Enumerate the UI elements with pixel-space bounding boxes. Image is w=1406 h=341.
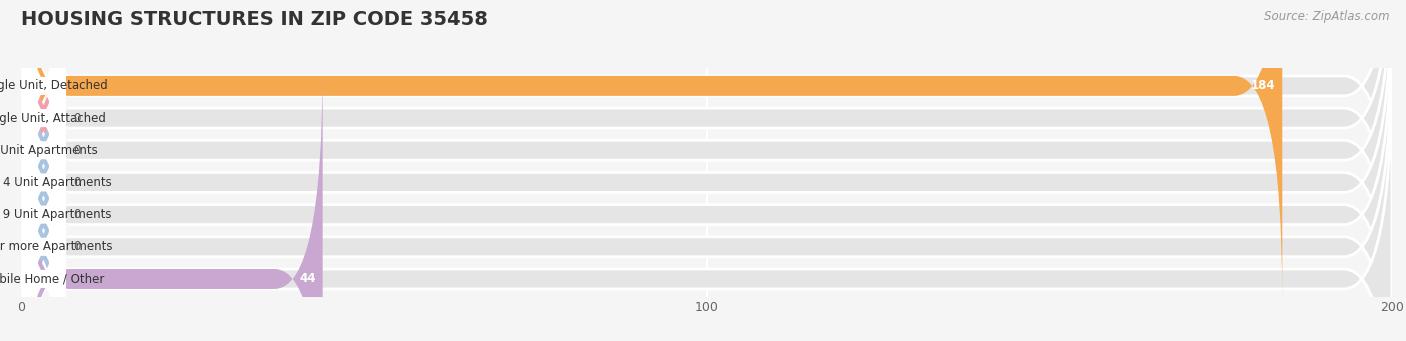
- Text: Mobile Home / Other: Mobile Home / Other: [0, 272, 104, 285]
- Text: Source: ZipAtlas.com: Source: ZipAtlas.com: [1264, 10, 1389, 23]
- Text: 0: 0: [73, 176, 80, 189]
- FancyBboxPatch shape: [21, 0, 1392, 341]
- FancyBboxPatch shape: [18, 0, 69, 341]
- FancyBboxPatch shape: [21, 0, 66, 268]
- FancyBboxPatch shape: [21, 64, 66, 341]
- FancyBboxPatch shape: [21, 0, 66, 341]
- Text: HOUSING STRUCTURES IN ZIP CODE 35458: HOUSING STRUCTURES IN ZIP CODE 35458: [21, 10, 488, 29]
- FancyBboxPatch shape: [21, 0, 1282, 301]
- Text: 0: 0: [73, 112, 80, 124]
- FancyBboxPatch shape: [21, 64, 322, 341]
- Text: 0: 0: [73, 208, 80, 221]
- FancyBboxPatch shape: [18, 0, 69, 341]
- Text: 3 or 4 Unit Apartments: 3 or 4 Unit Apartments: [0, 176, 111, 189]
- FancyBboxPatch shape: [18, 31, 69, 341]
- FancyBboxPatch shape: [21, 31, 1392, 341]
- Text: 10 or more Apartments: 10 or more Apartments: [0, 240, 112, 253]
- Text: 5 to 9 Unit Apartments: 5 to 9 Unit Apartments: [0, 208, 111, 221]
- FancyBboxPatch shape: [21, 32, 66, 341]
- FancyBboxPatch shape: [21, 0, 1392, 341]
- FancyBboxPatch shape: [18, 0, 69, 333]
- FancyBboxPatch shape: [21, 97, 66, 341]
- FancyBboxPatch shape: [21, 0, 1392, 333]
- Text: Single Unit, Attached: Single Unit, Attached: [0, 112, 105, 124]
- FancyBboxPatch shape: [21, 0, 66, 333]
- Text: 44: 44: [299, 272, 316, 285]
- Text: 184: 184: [1251, 79, 1275, 92]
- FancyBboxPatch shape: [18, 0, 69, 341]
- FancyBboxPatch shape: [21, 0, 66, 300]
- Text: Single Unit, Detached: Single Unit, Detached: [0, 79, 108, 92]
- FancyBboxPatch shape: [21, 0, 1392, 301]
- Text: 2 Unit Apartments: 2 Unit Apartments: [0, 144, 98, 157]
- FancyBboxPatch shape: [21, 64, 1392, 341]
- Text: 0: 0: [73, 144, 80, 157]
- Text: 0: 0: [73, 240, 80, 253]
- FancyBboxPatch shape: [21, 0, 1392, 341]
